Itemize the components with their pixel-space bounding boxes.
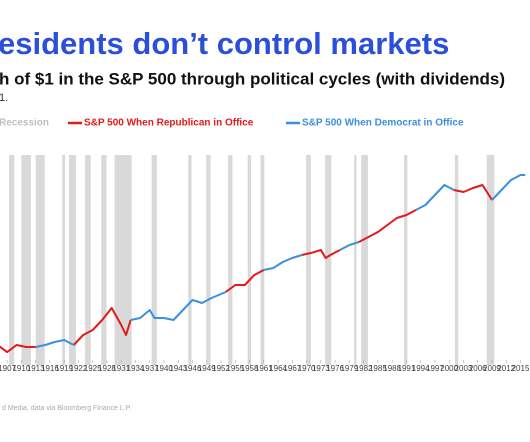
recession-band: [228, 155, 233, 365]
x-tick-label: 2012: [497, 364, 515, 373]
legend-label: S&P 500 When Democrat in Office: [302, 118, 464, 129]
recession-band: [85, 155, 91, 365]
recession-band: [62, 155, 66, 365]
x-tick-label: 1943: [169, 364, 187, 373]
x-tick-label: 1991: [398, 364, 416, 373]
recession-band: [188, 155, 192, 365]
x-tick-label: 1988: [383, 364, 401, 373]
recession-band: [404, 155, 408, 365]
x-tick-label: 1955: [226, 364, 244, 373]
x-tick-label: 1910: [12, 364, 30, 373]
x-tick-label: 1985: [369, 364, 387, 373]
x-tick-label: 1994: [412, 364, 430, 373]
recession-band: [260, 155, 265, 365]
x-tick-label: 2000: [440, 364, 458, 373]
x-tick-label: 1925: [84, 364, 102, 373]
recession-band: [454, 155, 459, 365]
x-tick-label: 1976: [326, 364, 344, 373]
x-tick-label: 1997: [426, 364, 444, 373]
x-tick-label: 1961: [255, 364, 273, 373]
x-tick-label: 1970: [298, 364, 316, 373]
recession-band: [361, 155, 368, 365]
legend-label: S&P 500 When Republican in Office: [84, 118, 254, 129]
recession-band: [9, 155, 15, 365]
recession-band: [68, 155, 77, 365]
recession-band: [325, 155, 332, 365]
chart-title: esidents don’t control markets: [0, 26, 449, 61]
x-tick-label: 1934: [127, 364, 145, 373]
series-line: [35, 174, 526, 348]
legend-label: Recession: [0, 118, 49, 129]
series-line: [0, 184, 493, 354]
recession-band: [35, 155, 45, 365]
source: d Media, data via Bloomberg Finance L.P.: [2, 405, 132, 412]
x-tick-label: 2009: [483, 364, 501, 373]
recession-band: [151, 155, 157, 365]
recession-band: [306, 155, 311, 365]
x-tick-label: 1973: [312, 364, 330, 373]
recession-band: [21, 155, 31, 365]
x-tick-label: 1982: [355, 364, 373, 373]
x-tick-label: 1937: [141, 364, 159, 373]
x-tick-label: 1979: [340, 364, 358, 373]
chart-subtitle: h of $1 in the S&P 500 through political…: [0, 69, 505, 88]
x-tick-label: 1940: [155, 364, 173, 373]
recession-band: [486, 155, 495, 365]
x-tick-label: 1964: [269, 364, 287, 373]
x-tick-label: 1946: [184, 364, 202, 373]
x-tick-label: 2003: [455, 364, 473, 373]
recession-band: [354, 155, 357, 365]
recession-band: [247, 155, 251, 365]
plot-area: 1907191019131916191919221925192819311934…: [0, 155, 530, 373]
x-tick-label: 1922: [70, 364, 88, 373]
x-tick-label: 1952: [212, 364, 230, 373]
x-tick-label: 2006: [469, 364, 487, 373]
x-tick-label: 1931: [112, 364, 130, 373]
recession-band: [101, 155, 107, 365]
x-tick-label: 1949: [198, 364, 216, 373]
recession-band: [114, 155, 132, 365]
x-tick-label: 1919: [55, 364, 73, 373]
x-tick-label: 1907: [0, 364, 17, 373]
x-tick-label: 1913: [27, 364, 45, 373]
x-tick-label: 1967: [283, 364, 301, 373]
chart-note: 1.: [0, 92, 8, 104]
recession-band: [206, 155, 211, 365]
x-tick-label: 1916: [41, 364, 59, 373]
x-tick-label: 1928: [98, 364, 116, 373]
x-tick-label: 1958: [241, 364, 259, 373]
x-tick-label: 2015: [512, 364, 530, 373]
